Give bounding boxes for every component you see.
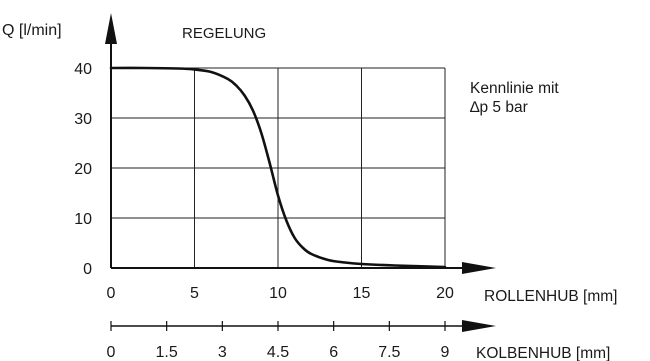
x-tick-label: 10 bbox=[269, 285, 287, 302]
x-tick-label: 15 bbox=[353, 285, 371, 302]
x-tick-label: 0 bbox=[107, 285, 116, 302]
grid bbox=[111, 67, 446, 268]
y-tick-label: 20 bbox=[74, 161, 92, 178]
chart-title: REGELUNG bbox=[182, 25, 266, 42]
annotation-line-1: Kennlinie mit bbox=[470, 80, 559, 97]
x2-tick-label: 4.5 bbox=[267, 344, 289, 361]
y-tick-label: 40 bbox=[74, 61, 92, 78]
y-tick-label: 0 bbox=[83, 261, 92, 278]
y-axis-arrow bbox=[105, 13, 117, 44]
x-axis-label: ROLLENHUB [mm] bbox=[484, 288, 618, 305]
x2-tick-label: 1.5 bbox=[156, 344, 178, 361]
x-tick-label: 5 bbox=[190, 285, 199, 302]
axes bbox=[105, 13, 496, 332]
annotation-line-2: ∆p 5 bar bbox=[470, 99, 528, 116]
x2-tick-label: 7.5 bbox=[378, 344, 400, 361]
x-tick-label: 20 bbox=[436, 285, 454, 302]
y-tick-label: 30 bbox=[74, 111, 92, 128]
y-tick-label: 10 bbox=[74, 211, 92, 228]
x2-axis-label: KOLBENHUB [mm] bbox=[476, 345, 610, 361]
x2-axis-arrow bbox=[462, 320, 496, 332]
x-axis-arrow bbox=[462, 262, 496, 274]
x2-tick-label: 6 bbox=[329, 344, 338, 361]
x2-tick-label: 0 bbox=[107, 344, 116, 361]
series-line-0 bbox=[109, 66, 447, 269]
text-layer: 0 1.5 3 4.5 6 7.5 9 0 10 20 30 40 0 5 10 15 20 Q [l/min] R… bbox=[2, 22, 618, 361]
y-axis-label: Q [l/min] bbox=[2, 22, 62, 39]
x2-tick-label: 3 bbox=[218, 344, 227, 361]
series-layer bbox=[109, 66, 447, 269]
x2-tick-label: 9 bbox=[441, 344, 450, 361]
